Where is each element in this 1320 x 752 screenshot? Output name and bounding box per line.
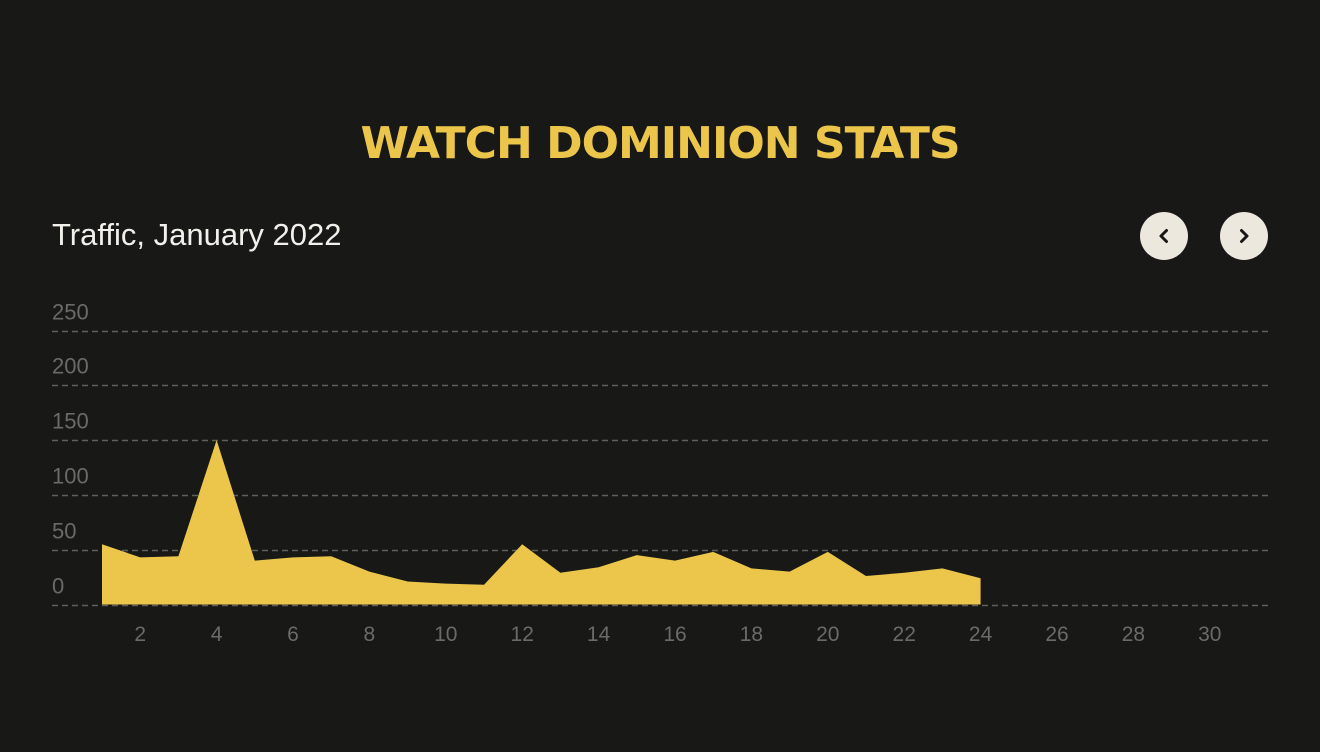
x-tick-label: 14	[587, 623, 611, 646]
previous-month-button[interactable]	[1140, 212, 1188, 260]
x-tick-label: 24	[969, 623, 993, 646]
x-tick-label: 12	[511, 623, 534, 646]
x-tick-label: 22	[893, 623, 916, 646]
x-tick-label: 8	[364, 623, 376, 646]
chevron-left-icon	[1159, 229, 1168, 243]
x-tick-label: 6	[287, 623, 299, 646]
chart-header: Traffic, January 2022	[52, 212, 1268, 260]
y-tick-label: 150	[52, 409, 89, 434]
x-tick-label: 10	[434, 623, 457, 646]
x-tick-label: 20	[816, 623, 839, 646]
chart-title: Traffic, January 2022	[52, 217, 342, 252]
chevron-right-icon	[1240, 229, 1249, 243]
x-axis-labels: 2 4 6 8 10 12 14 16 18 20 22 24 26 28 30	[134, 623, 1221, 646]
y-tick-label: 250	[52, 300, 89, 325]
traffic-area	[102, 440, 981, 605]
next-month-button[interactable]	[1220, 212, 1268, 260]
x-tick-label: 30	[1198, 623, 1221, 646]
x-tick-label: 18	[740, 623, 763, 646]
y-tick-label: 100	[52, 464, 89, 489]
y-tick-label: 200	[52, 354, 89, 379]
page-title: Watch Dominion Stats	[360, 118, 960, 170]
x-tick-label: 2	[134, 623, 146, 646]
y-tick-label: 0	[52, 574, 64, 599]
y-tick-label: 50	[52, 519, 76, 544]
x-tick-label: 16	[663, 623, 686, 646]
gridlines	[52, 330, 1268, 607]
x-tick-label: 28	[1122, 623, 1145, 646]
y-axis-labels: 0 50 100 150 200 250	[52, 300, 89, 599]
x-tick-label: 26	[1045, 623, 1068, 646]
x-tick-label: 4	[211, 623, 223, 646]
